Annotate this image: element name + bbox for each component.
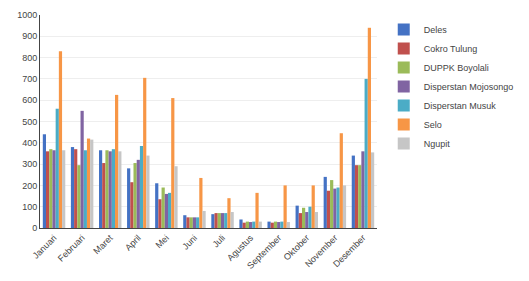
svg-text:Mei: Mei	[154, 233, 171, 250]
svg-text:Ngupit: Ngupit	[424, 139, 451, 149]
svg-text:Disperstan Mojosongo: Disperstan Mojosongo	[424, 82, 514, 92]
svg-text:April: April	[123, 233, 143, 253]
svg-text:November: November	[303, 233, 339, 269]
svg-text:1000: 1000	[17, 10, 37, 20]
svg-text:September: September	[245, 233, 283, 271]
svg-text:900: 900	[22, 31, 37, 41]
svg-text:200: 200	[22, 181, 37, 191]
svg-text:700: 700	[22, 74, 37, 84]
svg-text:Deles: Deles	[424, 25, 448, 35]
svg-text:Februari: Februari	[56, 233, 87, 264]
svg-text:400: 400	[22, 138, 37, 148]
svg-text:DUPPK Boyolali: DUPPK Boyolali	[424, 63, 489, 73]
svg-text:Agustus: Agustus	[225, 232, 255, 262]
svg-text:Juni: Juni	[180, 233, 199, 252]
svg-text:500: 500	[22, 117, 37, 127]
svg-text:0: 0	[32, 223, 37, 233]
svg-text:Selo: Selo	[424, 120, 442, 130]
svg-text:Desember: Desember	[331, 233, 367, 269]
svg-text:300: 300	[22, 159, 37, 169]
svg-text:Juli: Juli	[211, 233, 228, 250]
svg-text:Maret: Maret	[91, 232, 115, 256]
svg-text:Disperstan Musuk: Disperstan Musuk	[424, 101, 497, 111]
svg-text:Januari: Januari	[31, 233, 59, 261]
svg-text:Cokro Tulung: Cokro Tulung	[424, 44, 478, 54]
svg-text:800: 800	[22, 53, 37, 63]
svg-text:600: 600	[22, 95, 37, 105]
svg-text:Oktober: Oktober	[282, 233, 312, 263]
svg-text:100: 100	[22, 202, 37, 212]
